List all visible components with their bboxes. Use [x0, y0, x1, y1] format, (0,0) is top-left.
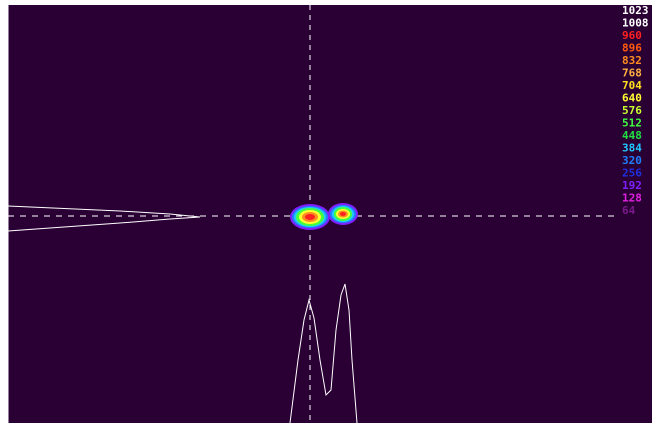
beam-spot-left: [290, 204, 330, 230]
scale-label: 1008: [622, 17, 649, 30]
scale-label: 704: [622, 79, 642, 92]
scale-label: 320: [622, 154, 642, 167]
scale-label: 576: [622, 104, 642, 117]
scale-label: 128: [622, 192, 642, 205]
scale-label: 448: [622, 129, 642, 142]
scale-label: 896: [622, 42, 642, 55]
scale-label: 960: [622, 29, 642, 42]
scale-label: 832: [622, 54, 642, 67]
scale-label: 512: [622, 117, 642, 130]
scale-label: 1023: [622, 4, 649, 17]
scale-label: 384: [622, 142, 642, 155]
scale-label: 640: [622, 92, 642, 105]
scale-label: 64: [622, 204, 636, 217]
beam-spot-right: [328, 203, 358, 225]
scale-label: 192: [622, 179, 642, 192]
scale-label: 768: [622, 67, 642, 80]
beam-profiler-view: 1023100896089683276870464057651244838432…: [0, 0, 652, 423]
scale-label: 256: [622, 167, 642, 180]
